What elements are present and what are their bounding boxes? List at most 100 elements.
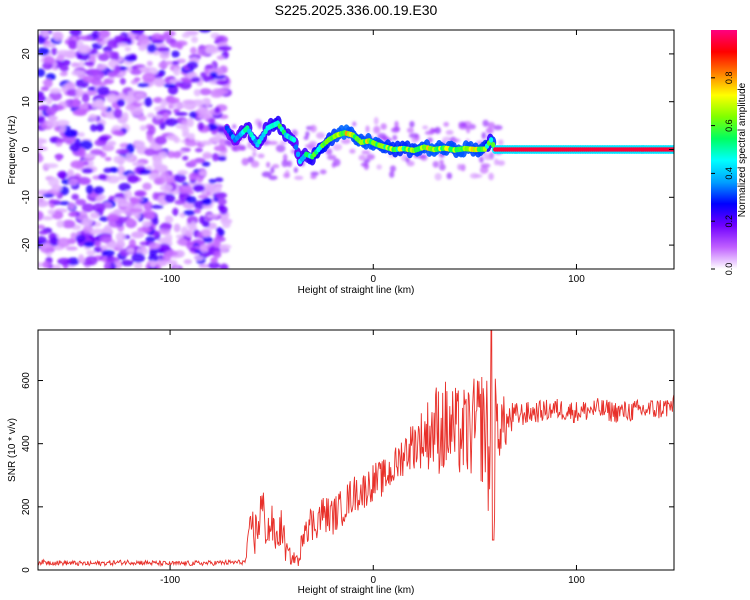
noise-blob <box>117 175 127 180</box>
noise-blob <box>120 259 134 267</box>
snr-x-tick-label: 0 <box>370 575 376 586</box>
noise-blob <box>38 68 46 77</box>
noise-blob <box>38 152 43 163</box>
colorbar-tick-label: 0.0 <box>724 263 734 276</box>
noise-blob <box>188 132 196 141</box>
noise-blob <box>133 77 141 82</box>
noise-blob <box>173 136 181 144</box>
noise-blob <box>63 129 78 138</box>
noise-blob <box>252 151 257 158</box>
noise-blob <box>49 237 60 247</box>
noise-blob <box>59 124 66 133</box>
noise-blob <box>77 147 86 158</box>
noise-blob <box>107 71 117 78</box>
noise-blob <box>118 202 129 208</box>
noise-blob <box>41 30 49 38</box>
noise-blob <box>190 76 201 83</box>
noise-blob <box>380 123 387 130</box>
noise-blob <box>39 243 53 248</box>
noise-blob <box>217 45 232 51</box>
noise-blob <box>53 31 64 42</box>
noise-blob <box>266 161 271 168</box>
spectrogram-y-tick-label: -20 <box>21 237 32 252</box>
noise-blob <box>113 155 127 164</box>
noise-blob <box>126 217 135 226</box>
noise-blob <box>38 106 46 111</box>
noise-blob <box>184 140 197 147</box>
noise-blob <box>126 174 140 184</box>
noise-blob <box>125 104 136 111</box>
noise-blob <box>316 132 325 139</box>
noise-blob <box>160 184 173 192</box>
noise-blob <box>486 127 492 133</box>
noise-blob <box>80 103 89 110</box>
noise-blob <box>310 171 319 176</box>
noise-blob <box>51 184 63 192</box>
noise-blob <box>174 173 186 183</box>
noise-blob <box>75 87 84 97</box>
noise-blob <box>445 129 454 135</box>
spectrogram-x-tick-label: 100 <box>568 274 585 285</box>
snr-background <box>38 330 674 570</box>
spectrogram-y-tick-label: 10 <box>21 96 32 108</box>
noise-blob <box>49 91 62 101</box>
noise-blob <box>56 220 65 228</box>
noise-blob <box>174 81 183 88</box>
noise-blob <box>109 51 117 60</box>
noise-blob <box>452 138 461 143</box>
noise-blob <box>83 241 95 248</box>
noise-blob <box>57 237 71 248</box>
noise-blob <box>424 130 434 135</box>
noise-blob <box>349 148 356 154</box>
noise-blob <box>142 182 152 191</box>
noise-blob <box>98 174 107 181</box>
noise-blob <box>75 234 86 243</box>
noise-blob <box>152 217 159 226</box>
noise-blob <box>171 50 180 58</box>
noise-blob <box>119 77 126 85</box>
noise-blob <box>42 261 50 269</box>
noise-blob <box>71 62 80 68</box>
noise-blob <box>164 118 178 127</box>
noise-blob <box>175 234 184 239</box>
noise-blob <box>183 209 196 216</box>
noise-blob <box>89 211 100 219</box>
noise-blob <box>309 124 317 133</box>
noise-blob <box>457 163 463 171</box>
noise-blob <box>208 178 217 184</box>
noise-blob <box>232 124 237 129</box>
noise-blob <box>394 120 399 128</box>
noise-blob <box>159 200 168 206</box>
noise-blob <box>94 240 102 247</box>
noise-blob <box>202 204 213 210</box>
spectrogram-y-tick-label: 20 <box>21 48 32 60</box>
noise-blob <box>51 47 58 56</box>
noise-blob <box>380 135 389 140</box>
noise-blob <box>38 142 44 147</box>
noise-blob <box>43 78 53 88</box>
spectrogram-x-tick-label: 0 <box>370 274 376 285</box>
noise-blob <box>121 36 132 43</box>
noise-blob <box>213 250 222 259</box>
noise-blob <box>124 189 133 200</box>
noise-blob <box>110 167 119 173</box>
noise-blob <box>212 152 220 162</box>
noise-blob <box>137 115 147 121</box>
noise-blob <box>94 99 105 108</box>
noise-blob <box>101 144 115 152</box>
noise-blob <box>319 169 327 175</box>
spectrogram-y-ticks: -20 -10 0 10 20 <box>21 48 674 252</box>
noise-blob <box>210 257 218 264</box>
noise-blob <box>101 249 115 257</box>
spectrogram-ridge-layer <box>223 115 674 167</box>
noise-blob <box>181 32 191 39</box>
colorbar-ticks: 0.0 0.2 0.4 0.6 0.8 <box>711 72 734 276</box>
noise-blob <box>58 201 71 206</box>
noise-blob <box>81 93 90 103</box>
noise-blob <box>148 254 159 262</box>
noise-blob <box>176 238 188 246</box>
noise-blob <box>88 113 98 122</box>
noise-blob <box>197 106 207 115</box>
noise-blob <box>164 215 174 224</box>
